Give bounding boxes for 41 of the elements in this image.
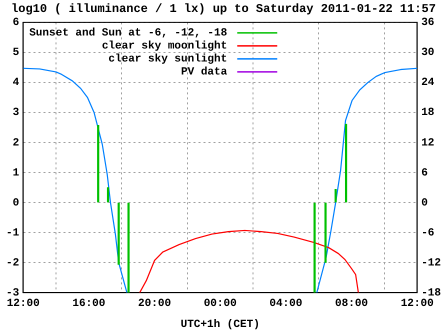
y2-tick-label: 6 xyxy=(421,167,428,180)
bar xyxy=(106,187,110,202)
x-tick-label: 00:00 xyxy=(204,298,237,310)
y-tick-label: 0 xyxy=(12,197,20,210)
y2-tick-label: -18 xyxy=(421,287,442,300)
x-tick-label: 04:00 xyxy=(269,298,302,310)
y-tick-label: 5 xyxy=(12,47,20,60)
x-tick-label: 16:00 xyxy=(72,298,106,310)
y-tick-label: -1 xyxy=(6,227,20,240)
bar xyxy=(344,124,348,202)
y2-tick-label: 24 xyxy=(421,77,435,90)
legend-label: clear sky moonlight xyxy=(102,40,228,53)
y-tick-label: -2 xyxy=(6,257,20,270)
y2-tick-label: -12 xyxy=(421,257,442,270)
bar xyxy=(324,202,327,263)
y2-tick-label: 18 xyxy=(421,107,435,120)
legend-label: clear sky sunlight xyxy=(108,54,228,66)
y2-tick-label: -6 xyxy=(421,227,434,240)
y2-tick-label: 12 xyxy=(421,137,434,150)
y-tick-label: 4 xyxy=(12,77,20,90)
y-tick-label: 2 xyxy=(12,137,20,150)
legend-label: PV data xyxy=(181,66,228,79)
x-axis-title: UTC+1h (CET) xyxy=(180,319,260,332)
y2-tick-label: 30 xyxy=(421,47,434,60)
chart-title: log10 ( illuminance / 1 lx) up to Saturday 2011-01-22 11:57 xyxy=(11,2,436,16)
bar xyxy=(334,188,337,202)
y-tick-label: 6 xyxy=(12,17,20,30)
legend-label: Sunset and Sun at -6, -12, -18 xyxy=(29,28,228,40)
x-tick-label: 08:00 xyxy=(335,298,368,310)
bar xyxy=(127,202,130,293)
y-tick-label: 1 xyxy=(12,167,20,180)
bar xyxy=(314,202,316,293)
y-tick-label: 3 xyxy=(12,107,20,120)
x-tick-label: 12:00 xyxy=(6,298,40,310)
x-tick-label: 20:00 xyxy=(138,298,172,310)
bar xyxy=(97,125,100,202)
y-tick-label: -3 xyxy=(6,287,20,300)
y2-tick-label: 0 xyxy=(421,197,428,210)
x-tick-label: 12:00 xyxy=(400,298,434,310)
y2-tick-label: 36 xyxy=(421,17,434,30)
bar xyxy=(118,202,120,265)
